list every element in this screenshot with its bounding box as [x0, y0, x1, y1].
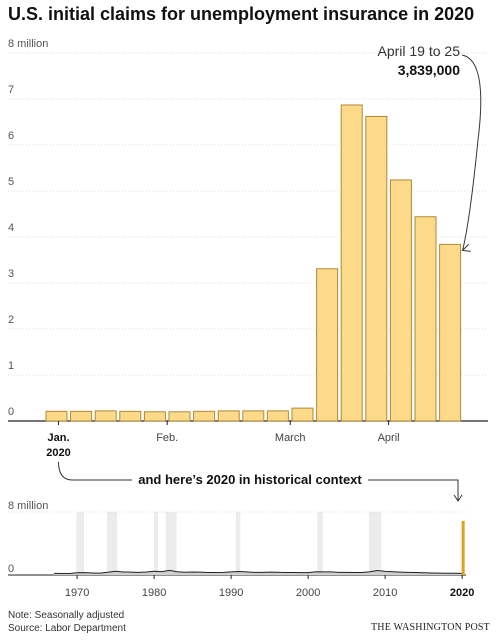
x-tick-sublabel: 2020	[46, 447, 70, 459]
hist-x-tick-label: 1990	[219, 587, 243, 599]
y-tick-label: 6	[8, 130, 14, 142]
y-tick-label: 8 million	[8, 38, 48, 50]
hist-x-tick-label: 1970	[65, 587, 89, 599]
annotation-date: April 19 to 25	[377, 43, 461, 59]
y-tick-label: 4	[8, 222, 14, 234]
hist-x-tick-label: 1980	[142, 587, 166, 599]
x-tick-label: Jan.	[47, 432, 69, 444]
bar-0	[45, 410, 68, 422]
bar-16	[439, 243, 462, 422]
recession-band-2	[154, 512, 158, 575]
bar-6	[193, 410, 216, 422]
context-connector	[58, 461, 463, 502]
main-y-tick-labels: 0 1 2 3 4 5 6 7 8 million	[8, 38, 48, 418]
bar-15	[414, 216, 437, 422]
note-text: Note: Seasonally adjusted	[8, 610, 125, 621]
recession-band-3	[165, 512, 177, 575]
annotation-arrowhead	[461, 244, 471, 252]
annotation-arrow-group	[461, 54, 482, 252]
annotation-value: 3,839,000	[397, 62, 460, 78]
y-tick-label: 5	[8, 176, 14, 188]
hist-y-tick-label: 0	[8, 563, 14, 575]
bar-2	[94, 410, 117, 422]
y-tick-label: 0	[8, 406, 14, 418]
bar-9	[266, 410, 289, 422]
bar-8	[242, 410, 265, 422]
recession-band-5	[317, 512, 323, 575]
bar-10	[291, 407, 314, 422]
x-tick-label: Feb.	[156, 432, 178, 444]
connector-arrowhead	[453, 494, 463, 502]
bar-1	[70, 410, 93, 422]
recession-band-4	[235, 512, 241, 575]
hist-y-tick-label: 8 million	[8, 500, 48, 512]
hist-x-tick-label: 2020	[450, 587, 474, 599]
bar-13	[365, 115, 388, 422]
y-tick-label: 2	[8, 314, 14, 326]
x-tick-label: March	[275, 432, 306, 444]
x-tick-label: April	[378, 432, 400, 444]
chart-title: U.S. initial claims for unemployment ins…	[8, 4, 475, 24]
main-x-tick-labels: Jan. 2020 Feb. March April	[46, 421, 400, 459]
bar-7	[217, 410, 240, 422]
bar-3	[119, 410, 142, 422]
hist-x-tick-label: 2010	[373, 587, 397, 599]
context-label-text: and here’s 2020 in historical context	[132, 472, 368, 487]
y-tick-label: 3	[8, 268, 14, 280]
context-label: and here’s 2020 in historical context	[0, 472, 500, 487]
bar-4	[143, 411, 166, 422]
source-text: Source: Labor Department	[8, 623, 126, 634]
publisher-logo: THE WASHINGTON POST	[371, 622, 490, 633]
historical-chart: 0 8 million 1970 1980 1990 2000 2010 2020	[8, 500, 474, 599]
hist-2020-spike	[461, 520, 465, 575]
annotation-arrow	[461, 54, 482, 251]
y-tick-label: 7	[8, 84, 14, 96]
recession-band-1	[107, 512, 118, 575]
hist-x-tick-label: 2000	[296, 587, 320, 599]
bar-12	[340, 104, 363, 422]
bar-11	[316, 268, 339, 422]
recession-band-0	[76, 512, 85, 575]
y-tick-label: 1	[8, 360, 14, 372]
bar-5	[168, 411, 191, 422]
main-bars	[45, 104, 462, 422]
bar-14	[389, 179, 412, 422]
recession-band-6	[368, 512, 382, 575]
hist-line	[53, 569, 463, 575]
connector-line	[58, 461, 459, 500]
